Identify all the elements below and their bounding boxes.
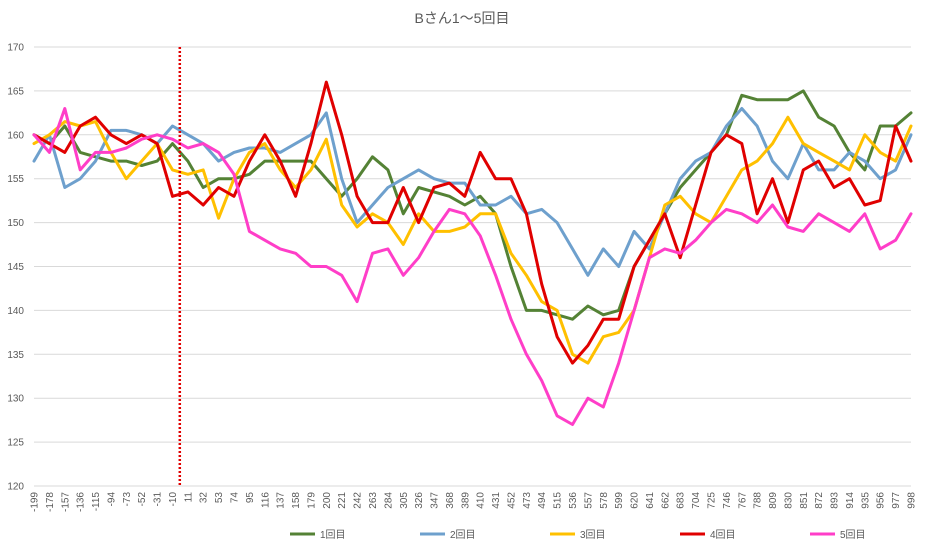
x-tick-label: -136	[76, 492, 87, 512]
x-tick-label: 599	[614, 492, 625, 509]
x-tick-label: 515	[553, 492, 564, 509]
x-tick-label: 95	[245, 492, 256, 504]
x-tick-label: 536	[568, 492, 579, 509]
x-tick-label: 431	[491, 492, 502, 509]
x-tick-label: 326	[414, 492, 425, 509]
x-tick-label: 137	[276, 492, 287, 509]
x-tick-label: 11	[183, 492, 194, 503]
y-axis-ticks: 120 125 130 135 140 145 150 155 160 165 170	[7, 43, 24, 493]
x-tick-label: 704	[691, 492, 702, 509]
x-tick-label: 368	[445, 492, 456, 509]
legend-label-5: 5回目	[840, 529, 866, 541]
x-tick-label: -10	[168, 492, 179, 507]
legend-label-1: 1回目	[320, 529, 346, 541]
y-tick-label: 125	[7, 438, 24, 449]
x-tick-label: 179	[306, 492, 317, 509]
x-tick-label: 200	[322, 492, 333, 509]
x-tick-label: 557	[583, 492, 594, 509]
x-tick-label: 956	[876, 492, 887, 509]
x-tick-label: -157	[60, 492, 71, 512]
x-tick-label: -73	[122, 492, 133, 507]
x-tick-label: 872	[814, 492, 825, 509]
x-tick-label: 284	[383, 492, 394, 509]
series-line-2	[32, 107, 913, 277]
x-tick-label: 935	[860, 492, 871, 509]
x-tick-label: 662	[660, 492, 671, 509]
x-tick-label: -178	[45, 492, 56, 512]
x-tick-label: 746	[722, 492, 733, 509]
x-tick-label: 788	[753, 492, 764, 509]
x-tick-label: 683	[676, 492, 687, 509]
x-tick-label: 998	[907, 492, 918, 509]
x-tick-label: 410	[476, 492, 487, 509]
x-tick-label: 158	[291, 492, 302, 509]
x-tick-label: -52	[137, 492, 148, 507]
x-tick-label: 830	[783, 492, 794, 509]
x-axis-ticks: -199 -178 -157 -136 -115 -94 -73 -52 -31 -10 11 32 5…	[30, 492, 918, 512]
x-tick-label: -199	[30, 492, 41, 512]
x-tick-label: 221	[337, 492, 348, 509]
legend-label-3: 3回目	[580, 529, 606, 541]
y-tick-label: 135	[7, 350, 24, 361]
x-tick-label: 767	[737, 492, 748, 509]
legend-label-4: 4回目	[710, 529, 736, 541]
series-line-4	[32, 80, 913, 365]
y-tick-label: 130	[7, 394, 24, 405]
x-tick-label: 977	[891, 492, 902, 509]
x-tick-label: 473	[522, 492, 533, 509]
y-tick-label: 160	[7, 130, 24, 141]
x-tick-label: -31	[153, 492, 164, 507]
legend-label-2: 2回目	[450, 529, 476, 541]
y-tick-label: 155	[7, 174, 24, 185]
x-tick-label: -115	[91, 492, 102, 512]
x-tick-label: 893	[830, 492, 841, 509]
x-tick-label: 242	[353, 492, 364, 509]
x-tick-label: 389	[460, 492, 471, 509]
legend: 1回目 2回目 3回目 4回目 5回目	[290, 529, 866, 541]
y-tick-label: 150	[7, 218, 24, 229]
x-tick-label: 494	[537, 492, 548, 509]
x-tick-label: 305	[399, 492, 410, 509]
y-tick-label: 140	[7, 306, 24, 317]
x-tick-label: 809	[768, 492, 779, 509]
x-tick-label: 263	[368, 492, 379, 509]
x-tick-label: 452	[506, 492, 517, 509]
x-tick-label: 578	[599, 492, 610, 509]
x-tick-label: 641	[645, 492, 656, 509]
x-tick-label: 725	[706, 492, 717, 509]
x-tick-label: 116	[260, 492, 271, 508]
chart-title: Bさん1～5回目	[415, 10, 510, 26]
x-tick-label: 851	[799, 492, 810, 509]
x-tick-label: 914	[845, 492, 856, 509]
x-tick-label: 620	[630, 492, 641, 509]
y-tick-label: 165	[7, 86, 24, 97]
x-tick-label: 53	[214, 492, 225, 504]
x-tick-label: 347	[430, 492, 441, 509]
x-tick-label: 32	[199, 492, 210, 504]
x-tick-label: -94	[106, 492, 117, 507]
y-tick-label: 120	[7, 482, 24, 493]
x-tick-label: 74	[230, 492, 241, 504]
y-tick-label: 145	[7, 262, 24, 273]
y-tick-label: 170	[7, 43, 24, 54]
